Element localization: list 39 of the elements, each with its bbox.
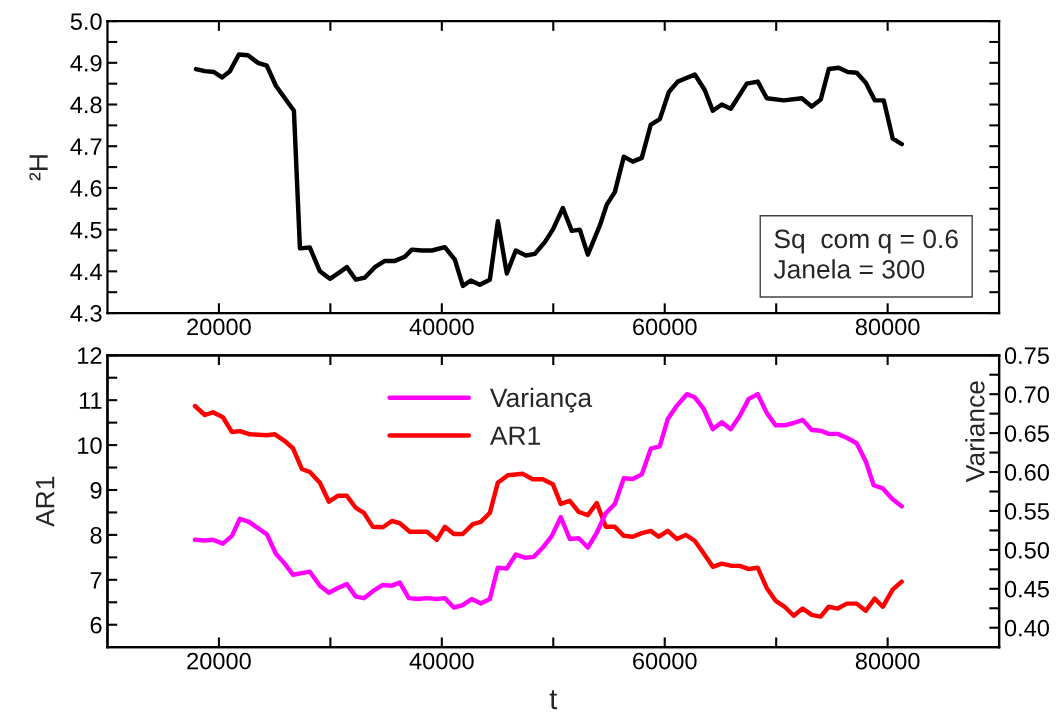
- y-tick-label: 4.3: [70, 305, 102, 322]
- y-tick-label: 4.7: [70, 138, 102, 155]
- y2-tick-label: 0.70: [1004, 386, 1049, 403]
- y2-tick-label: 0.45: [1004, 580, 1049, 598]
- y-tick-label: 4.8: [70, 96, 102, 114]
- legend-label: AR1: [489, 426, 540, 445]
- y-tick-label: 4.4: [70, 263, 102, 280]
- y2-tick-label: 0.75: [1004, 347, 1049, 365]
- y2-tick-label: 0.40: [1004, 619, 1049, 637]
- x-tick-label: 60000: [633, 652, 697, 670]
- y2-tick-label: 0.60: [1004, 464, 1049, 481]
- y-tick-label: 11: [79, 392, 102, 409]
- y-tick-label: 9: [90, 482, 102, 499]
- y-axis-title: ²H: [29, 155, 48, 181]
- x-tick-label: 20000: [187, 318, 251, 336]
- y-tick-label: 12: [78, 347, 102, 364]
- x-tick-label: 20000: [187, 652, 251, 670]
- y2-tick-label: 0.50: [1004, 541, 1049, 559]
- x-tick-label: 40000: [409, 652, 474, 670]
- y-tick-label: 6: [90, 616, 102, 634]
- y2-axis-title: Variance: [965, 381, 985, 483]
- x-tick-label: 60000: [633, 318, 697, 336]
- y2-tick-label: 0.65: [1004, 425, 1049, 442]
- x-tick-label: 80000: [855, 652, 920, 670]
- y-tick-label: 5.0: [70, 13, 102, 30]
- y-tick-label: 7: [90, 572, 102, 589]
- y-tick-label: 10: [78, 437, 102, 454]
- y-tick-label: 4.6: [70, 180, 102, 197]
- y-tick-label: 8: [90, 526, 102, 544]
- x-axis-title: t: [549, 690, 558, 710]
- y-tick-label: 4.5: [70, 221, 102, 239]
- legend-label: Variança: [490, 387, 593, 413]
- x-tick-label: 80000: [855, 318, 920, 336]
- annotation: Sq com q = 0.6: [774, 229, 958, 254]
- annotation: Janela = 300: [773, 259, 925, 279]
- y-axis-title: AR1: [36, 476, 55, 527]
- y-tick-label: 4.9: [70, 54, 102, 72]
- x-tick-label: 40000: [409, 318, 474, 336]
- y2-tick-label: 0.55: [1004, 503, 1049, 520]
